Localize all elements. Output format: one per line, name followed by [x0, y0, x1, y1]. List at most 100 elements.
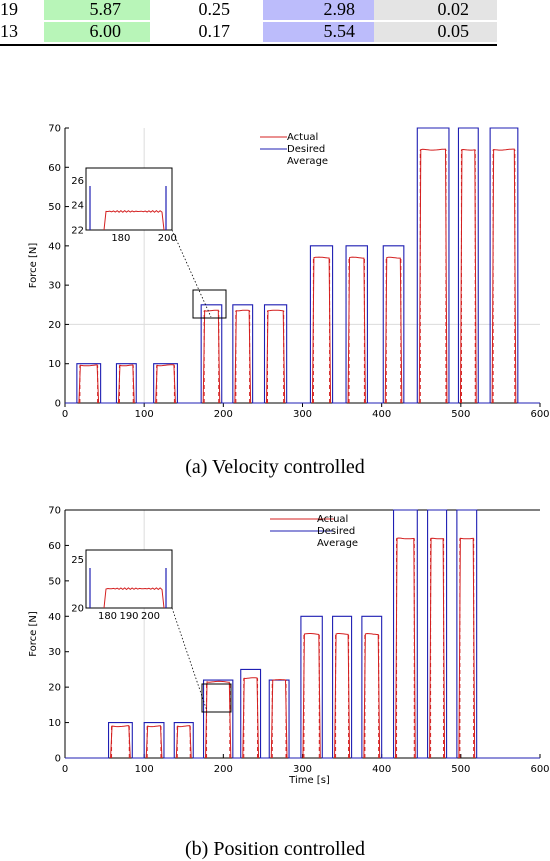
y-tick-label: 10 [48, 718, 61, 729]
x-tick-label: 600 [530, 764, 549, 775]
inset-y-tick-label: 24 [71, 201, 84, 212]
table-cell: 13 [0, 21, 18, 41]
y-tick-label: 40 [48, 241, 61, 252]
desired-series-line [65, 127, 540, 404]
actual-series-line [311, 256, 332, 404]
legend-actual-label: Actual [317, 514, 348, 525]
actual-series-line [155, 364, 176, 404]
legend-average-label: Average [287, 156, 328, 167]
table-row: 19 5.87 0.25 2.98 0.02 [0, 0, 500, 20]
table-cell: 0.25 [198, 0, 231, 19]
actual-series-line [270, 679, 288, 759]
gray-cell-bg [374, 0, 497, 20]
x-tick-label: 0 [62, 409, 68, 418]
table-bottom-rule [0, 44, 497, 46]
actual-series-line [117, 364, 135, 404]
figure-b: 0 100 200 300 400 500 600 0 10 20 30 40 50 60 70 Time [… [0, 500, 550, 810]
y-tick-label: 0 [55, 399, 61, 410]
y-tick-label: 10 [48, 359, 61, 370]
table-cell: 2.98 [323, 0, 356, 19]
actual-series-line [78, 364, 100, 404]
actual-series-line [234, 309, 252, 404]
inset-frame [85, 549, 173, 609]
x-tick-label: 100 [135, 409, 154, 418]
inset-x-tick-label: 200 [158, 233, 177, 244]
actual-series-line [145, 725, 163, 759]
x-tick-label: 200 [214, 409, 233, 418]
y-tick-label: 70 [48, 506, 61, 517]
blue-cell-bg [263, 0, 374, 20]
y-tick-label: 60 [48, 163, 61, 174]
x-tick-label: 300 [293, 409, 312, 418]
actual-series-line [202, 309, 221, 404]
table-row: 13 6.00 0.17 5.54 0.05 [0, 22, 500, 42]
y-axis-label: Force [N] [28, 611, 39, 657]
y-tick-label: 0 [55, 754, 61, 765]
actual-series-line [363, 632, 381, 759]
actual-series-line [459, 148, 477, 404]
actual-series-line [334, 633, 351, 759]
green-cell-bg [44, 0, 150, 20]
inset-actual-line [103, 209, 165, 231]
x-tick-label: 0 [62, 764, 68, 775]
y-tick-label: 20 [48, 683, 61, 694]
x-tick-label: 400 [372, 409, 391, 418]
actual-series-line [110, 725, 131, 759]
actual-series-line [175, 725, 192, 759]
x-tick-label: 600 [530, 409, 549, 418]
legend-desired-label: Desired [287, 144, 325, 155]
inset-x-tick-label: 180 [98, 611, 117, 622]
y-tick-label: 50 [48, 576, 61, 587]
inset-y-tick-label: 20 [71, 604, 84, 615]
x-tick-label: 200 [214, 764, 233, 775]
inset-x-tick-label: 190 [119, 611, 138, 622]
inset-y-tick-label: 22 [71, 226, 84, 237]
table-cell: 6.00 [89, 21, 122, 41]
y-axis-label: Force [N] [28, 243, 39, 289]
x-tick-label: 100 [135, 764, 154, 775]
y-tick-label: 40 [48, 612, 61, 623]
y-tick-label: 60 [48, 541, 61, 552]
actual-series-line [429, 537, 446, 759]
zoom-region-box [201, 683, 232, 713]
x-tick-label: 400 [372, 764, 391, 775]
inset-frame [85, 167, 173, 231]
legend-average-label: Average [317, 538, 358, 549]
actual-series-line [242, 677, 260, 759]
table-cell: 5.87 [89, 0, 122, 19]
actual-series-line [302, 633, 321, 759]
y-tick-label: 30 [48, 281, 61, 292]
actual-series-line [347, 256, 366, 404]
y-tick-label: 20 [48, 320, 61, 331]
x-tick-label: 500 [451, 764, 470, 775]
x-tick-label: 500 [451, 409, 470, 418]
inset-x-tick-label: 200 [141, 611, 160, 622]
legend-actual-label: Actual [287, 132, 318, 143]
inset-x-tick-label: 180 [111, 233, 130, 244]
table-cell: 0.02 [437, 0, 470, 19]
actual-series-line [205, 680, 232, 759]
actual-series-line [384, 256, 403, 404]
zoom-connector-line [171, 607, 208, 712]
actual-series-line [491, 148, 517, 404]
force-chart-position: 0 100 200 300 400 500 600 0 10 20 30 40 50 60 70 Time [… [28, 506, 550, 787]
x-tick-label: 300 [293, 764, 312, 775]
caption-b: (b) Position controlled [185, 838, 365, 860]
table-cell: 0.17 [198, 21, 231, 41]
actual-series-line [418, 148, 448, 404]
desired-series-line [65, 509, 540, 759]
zoom-connector-line [171, 229, 212, 318]
actual-series-line [395, 537, 416, 759]
inset-y-tick-label: 25 [71, 555, 84, 566]
green-cell-bg [44, 22, 150, 42]
x-axis-label: Time [s] [288, 775, 330, 786]
caption-a: (a) Velocity controlled [185, 456, 365, 478]
y-tick-label: 50 [48, 202, 61, 213]
legend-desired-label: Desired [317, 526, 355, 537]
zoom-region-box [192, 289, 227, 319]
blue-cell-bg [263, 22, 374, 42]
actual-series-line [458, 537, 476, 759]
table-cell: 5.54 [323, 21, 356, 41]
